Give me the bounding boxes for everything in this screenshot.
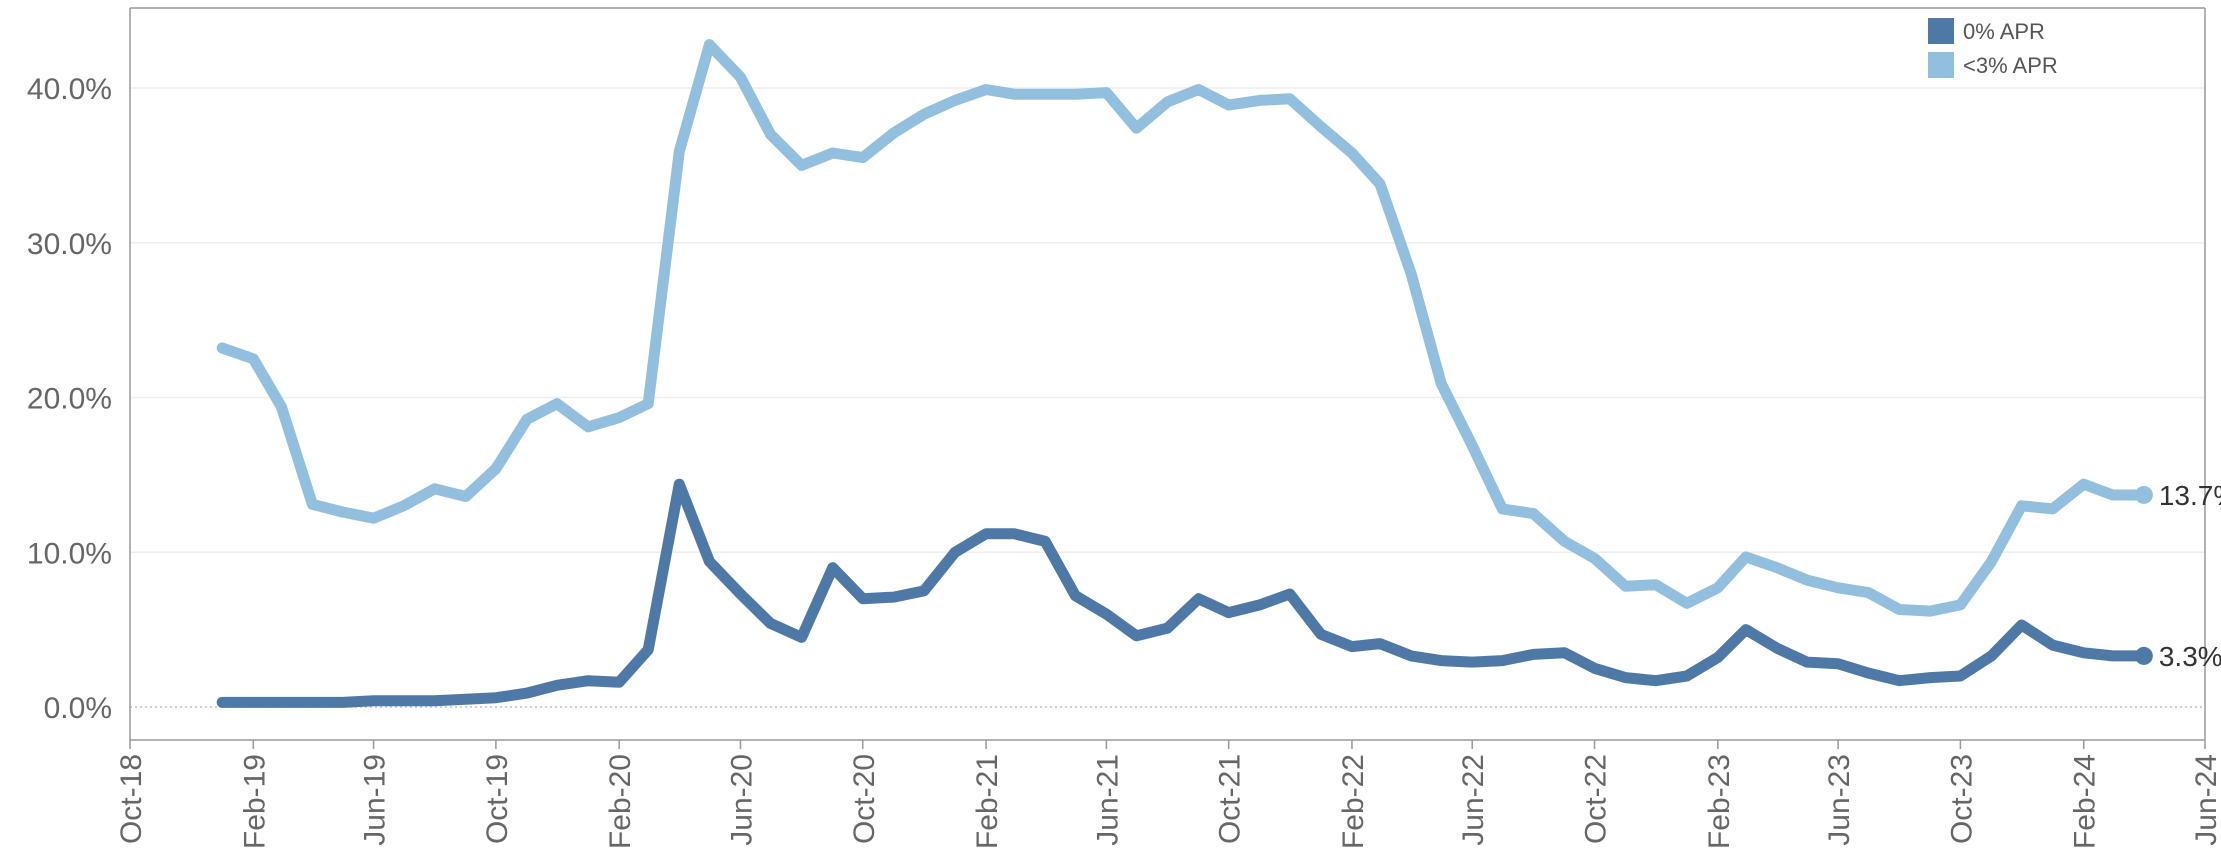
y-tick-label: 20.0% xyxy=(27,383,112,416)
y-tick-label: 40.0% xyxy=(27,73,112,106)
x-tick-label: Jun-23 xyxy=(1823,754,1856,846)
x-tick-label: Feb-22 xyxy=(1337,754,1370,849)
x-tick-label: Feb-23 xyxy=(1703,754,1736,849)
series-end-label: 13.7% xyxy=(2159,480,2221,511)
x-tick-label: Oct-23 xyxy=(1945,754,1978,844)
y-tick-label: 0.0% xyxy=(44,692,112,725)
series-end-point[interactable] xyxy=(2134,485,2153,504)
x-tick-label: Oct-19 xyxy=(481,754,514,844)
legend-label: <3% APR xyxy=(1963,53,2058,78)
series-layer: 13.7% 3.3% xyxy=(216,39,2221,708)
y-tick-label: 30.0% xyxy=(27,228,112,261)
x-tick-label: Jun-21 xyxy=(1091,754,1124,846)
x-tick-label: Jun-19 xyxy=(359,754,392,846)
x-tick-label: Jun-22 xyxy=(1457,754,1490,846)
x-tick-label: Oct-20 xyxy=(848,754,881,844)
x-tick-label: Feb-24 xyxy=(2069,754,2102,849)
y-tick-label: 10.0% xyxy=(27,537,112,570)
x-tick-label: Oct-22 xyxy=(1580,754,1613,844)
legend-label: 0% APR xyxy=(1963,19,2045,44)
axes-layer: 0.0% 10.0% 20.0% 30.0% 40.0% Oct-18 Feb-19 Jun-… xyxy=(27,7,2221,849)
x-tick-label: Feb-19 xyxy=(238,754,271,849)
x-tick-label: Jun-24 xyxy=(2190,754,2221,846)
legend-swatch xyxy=(1928,18,1954,44)
series-end-label: 3.3% xyxy=(2159,641,2221,672)
x-tick-label: Feb-20 xyxy=(604,754,637,849)
series-line-1[interactable] xyxy=(216,39,2150,617)
series-end-point[interactable] xyxy=(2134,646,2153,665)
x-tick-label: Jun-20 xyxy=(725,754,758,846)
legend[interactable]: 0% APR <3% APR xyxy=(1928,18,2058,78)
series-line-0[interactable] xyxy=(216,478,2150,708)
legend-swatch xyxy=(1928,52,1954,78)
x-tick-label: Oct-21 xyxy=(1214,754,1247,844)
grid-layer xyxy=(130,87,2205,708)
x-tick-label: Oct-18 xyxy=(115,754,148,844)
x-tick-label: Feb-21 xyxy=(971,754,1004,849)
